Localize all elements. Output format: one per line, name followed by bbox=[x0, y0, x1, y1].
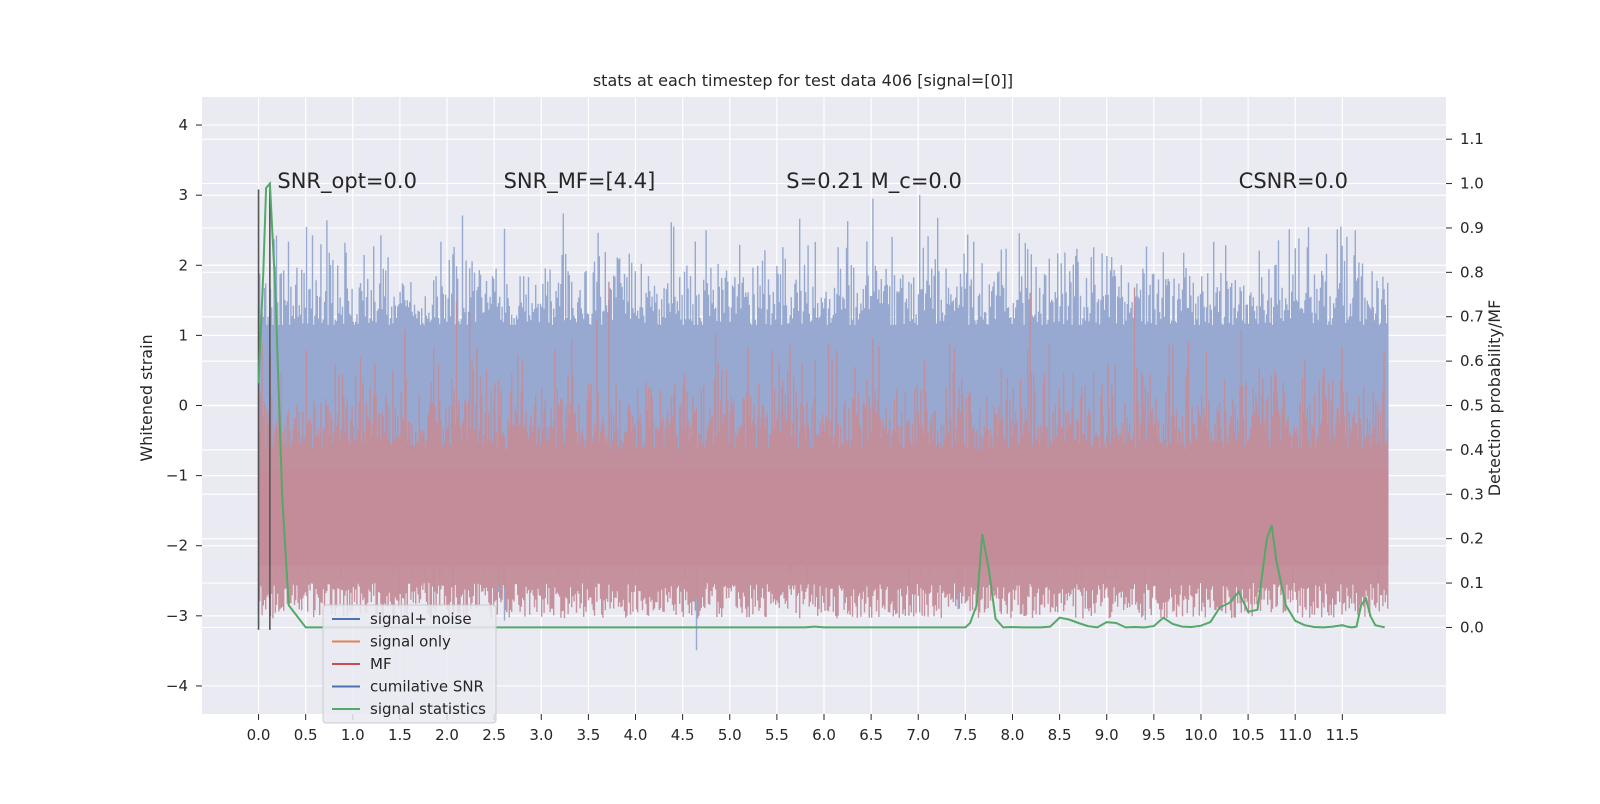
y-tick-label: 3 bbox=[178, 186, 188, 204]
x-tick-label: 8.0 bbox=[1001, 726, 1025, 744]
y-tick-label: −4 bbox=[166, 677, 188, 695]
signal-statistics-line bbox=[257, 181, 1385, 629]
y2-tick-label: 0.9 bbox=[1460, 219, 1484, 237]
legend-label: signal+ noise bbox=[370, 610, 472, 628]
annotation-text: SNR_opt=0.0 bbox=[277, 169, 417, 194]
x-tick-label: 2.0 bbox=[435, 726, 459, 744]
x-tick-label: 1.5 bbox=[388, 726, 412, 744]
y2-tick-label: 0.5 bbox=[1460, 397, 1484, 415]
x-tick-label: 0.5 bbox=[294, 726, 318, 744]
y2-tick-label: 0.0 bbox=[1460, 618, 1484, 636]
x-tick-label: 0.0 bbox=[247, 726, 271, 744]
y2-axis-label: Detection probability/MF bbox=[1485, 300, 1504, 497]
legend-label: signal statistics bbox=[370, 700, 486, 718]
x-tick-label: 5.5 bbox=[765, 726, 789, 744]
x-tick-label: 3.5 bbox=[576, 726, 600, 744]
y-tick-label: 1 bbox=[178, 326, 188, 344]
legend-label: MF bbox=[370, 655, 392, 673]
x-tick-label: 6.0 bbox=[812, 726, 836, 744]
legend-label: cumilative SNR bbox=[370, 678, 484, 696]
x-tick-label: 4.0 bbox=[624, 726, 648, 744]
vertical-markers bbox=[257, 189, 271, 630]
y-tick-label: −3 bbox=[166, 607, 188, 625]
x-tick-label: 9.5 bbox=[1142, 726, 1166, 744]
x-tick-label: 3.0 bbox=[529, 726, 553, 744]
y-tick-label: 4 bbox=[178, 116, 188, 134]
y2-tick-label: 1.1 bbox=[1460, 130, 1484, 148]
y2-tick-label: 0.6 bbox=[1460, 352, 1484, 370]
x-tick-label: 8.5 bbox=[1048, 726, 1072, 744]
legend-label: signal only bbox=[370, 633, 451, 651]
x-tick-label: 4.5 bbox=[671, 726, 695, 744]
y-axis-label: Whitened strain bbox=[137, 334, 156, 461]
axes: 0.0 0.5 1.0 1.5 2.0 2.5 3.0 3.5 4.0 4.5 5.0 5.5 6.0 6… bbox=[166, 116, 1484, 744]
x-tick-label: 11.0 bbox=[1279, 726, 1312, 744]
y-tick-label: −1 bbox=[166, 467, 188, 485]
x-tick-label: 10.0 bbox=[1184, 726, 1217, 744]
y-tick-label: 0 bbox=[178, 397, 188, 415]
x-tick-label: 6.5 bbox=[859, 726, 883, 744]
annotation-text: S=0.21 M_c=0.0 bbox=[786, 169, 962, 194]
y2-tick-label: 0.1 bbox=[1460, 574, 1484, 592]
y2-tick-label: 0.8 bbox=[1460, 263, 1484, 281]
y-tick-label: 2 bbox=[178, 256, 188, 274]
x-tick-label: 9.0 bbox=[1095, 726, 1119, 744]
legend-box bbox=[322, 604, 497, 724]
series-mf bbox=[257, 281, 1389, 619]
x-tick-label: 7.5 bbox=[953, 726, 977, 744]
y-tick-label: −2 bbox=[166, 537, 188, 555]
x-tick-label: 11.5 bbox=[1326, 726, 1359, 744]
annotation-text: SNR_MF=[4.4] bbox=[504, 169, 656, 194]
y2-tick-label: 0.4 bbox=[1460, 441, 1484, 459]
series-signal-statistics bbox=[257, 181, 1385, 629]
annotation-text: CSNR=0.0 bbox=[1239, 169, 1348, 193]
x-tick-label: 1.0 bbox=[341, 726, 365, 744]
y2-tick-label: 1.0 bbox=[1460, 175, 1484, 193]
legend: signal+ noise signal only MF cumilative SNR… bbox=[322, 604, 497, 724]
annotations: SNR_opt=0.0 SNR_MF=[4.4] S=0.21 M_c=0.0 CSN… bbox=[277, 169, 1348, 194]
y2-tick-label: 0.3 bbox=[1460, 485, 1484, 503]
mf-core bbox=[258, 467, 1389, 566]
y2-tick-label: 0.7 bbox=[1460, 308, 1484, 326]
x-tick-label: 2.5 bbox=[482, 726, 506, 744]
x-tick-label: 7.0 bbox=[906, 726, 930, 744]
x-tick-label: 10.5 bbox=[1231, 726, 1264, 744]
chart-title: stats at each timestep for test data 406… bbox=[593, 71, 1013, 90]
y2-tick-label: 0.2 bbox=[1460, 530, 1484, 548]
x-tick-label: 5.0 bbox=[718, 726, 742, 744]
